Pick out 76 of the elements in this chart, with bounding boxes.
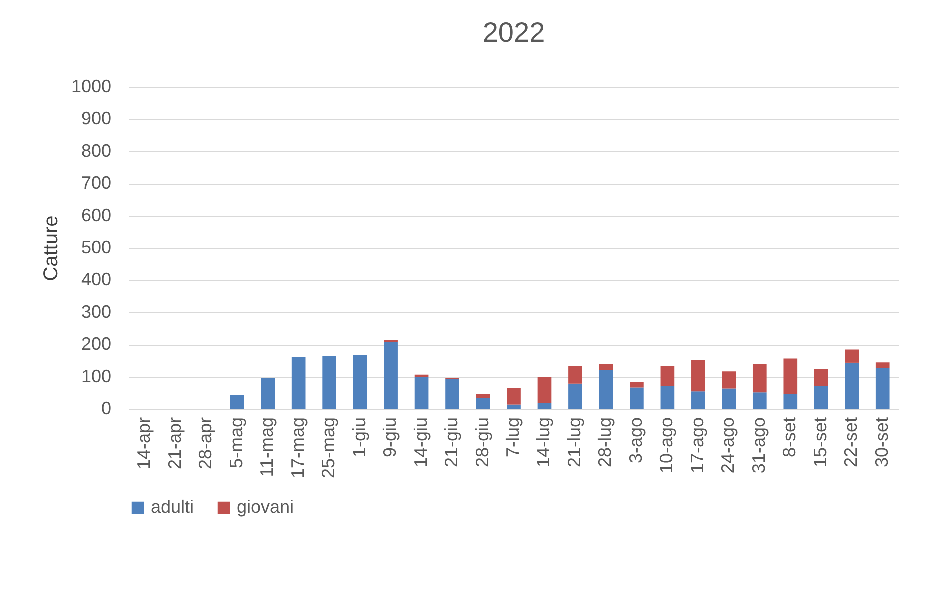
x-tick-label: 1-giu [349,418,370,458]
x-tick-label: 14-lug [534,418,554,468]
x-tick-label: 24-ago [718,418,738,474]
bar [660,386,675,409]
bar [876,362,890,368]
x-tick-label: 25-mag [318,418,339,479]
x-tick-label: 10-ago [656,418,677,474]
chart-title: 2022 [482,17,546,48]
y-tick-label: 1000 [71,76,112,96]
bar [722,388,736,409]
bar [568,384,582,409]
y-tick-label: 800 [81,140,112,161]
bar [322,356,336,409]
bar [538,377,552,404]
bar [599,370,614,409]
bar [752,364,767,393]
y-tick-label: 500 [81,238,112,258]
bar [568,366,582,384]
x-tick-label: 11-mag [257,418,278,478]
x-tick-label: 31-ago [748,418,769,474]
x-tick-label: 9-giu [380,418,400,458]
x-tick-label: 14-apr [134,417,154,470]
y-tick-label: 700 [81,173,112,194]
y-tick-label: 200 [81,334,112,354]
bar [692,392,706,409]
bar [876,368,890,409]
x-tick-label: 28-giu [472,418,492,468]
bar [784,394,798,409]
x-tick-label: 14-giu [410,418,431,468]
x-tick-label: 17-ago [687,418,708,474]
bar [845,350,860,363]
bar [476,398,490,409]
y-tick-label: 900 [81,108,112,129]
bar [261,378,276,409]
bar [784,358,798,394]
bar [353,355,368,409]
x-tick-label: 28-lug [595,418,616,468]
bar [538,403,552,409]
bar [292,357,306,409]
bar [630,382,644,388]
bar [507,388,521,405]
x-tick-label: 15-set [810,418,830,468]
bar [476,394,490,398]
y-tick-label: 0 [101,398,112,418]
bar [814,386,828,409]
x-tick-label: 17-mag [288,418,308,479]
x-tick-label: 5-mag [226,418,246,469]
x-tick-label: 7-lug [503,418,523,458]
x-tick-label: 21-apr [164,417,185,470]
bar [722,372,736,389]
bar [814,369,828,386]
x-tick-label: 8-set [780,418,800,458]
x-tick-label: 28-apr [196,417,216,470]
y-tick-label: 600 [81,205,112,226]
x-tick-label: 21-giu [442,418,462,468]
y-axis-title: Catture [40,216,62,282]
bar [692,360,706,392]
x-tick-label: 30-set [872,418,892,468]
y-tick-label: 100 [81,366,112,386]
bar [599,364,614,370]
x-tick-label: 22-set [841,418,862,468]
y-tick-label: 300 [81,302,112,322]
bar [507,404,521,409]
bar [752,392,767,409]
x-tick-label: 3-ago [626,418,646,464]
bar [230,395,244,409]
y-tick-label: 400 [81,270,112,290]
bar [414,377,429,409]
legend-label: adulti [151,497,194,517]
bar [660,366,675,386]
legend-label: giovani [237,497,294,517]
bar [630,388,644,409]
bar [446,379,460,409]
bar [845,362,860,409]
bar [384,342,398,409]
x-tick-label: 21-lug [564,418,584,468]
